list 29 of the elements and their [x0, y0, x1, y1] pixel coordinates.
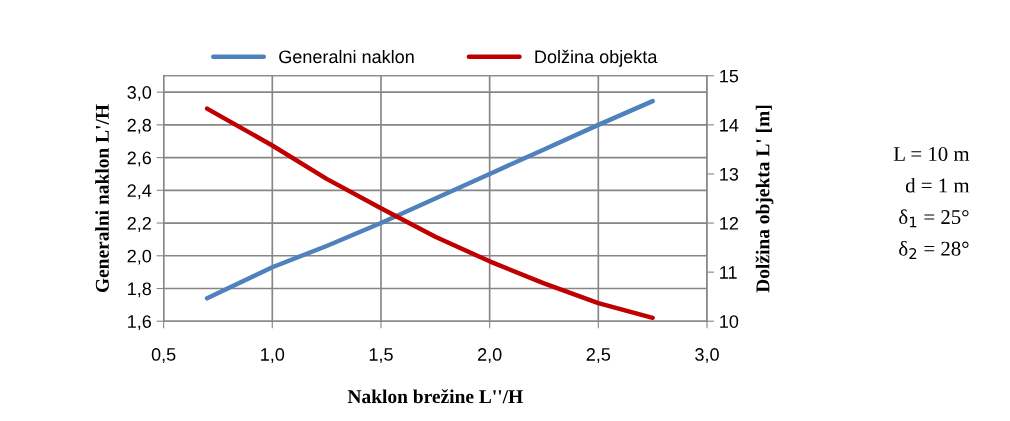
text: d = 1 m: [905, 177, 970, 193]
y-tick-label: 3,0: [127, 86, 152, 101]
x-tick-label: 0,5: [151, 348, 176, 364]
y-tick-label: 2,8: [127, 118, 152, 134]
x-tick-label: 2,5: [586, 348, 611, 364]
y2-tick-label: 14: [720, 118, 739, 132]
y2-axis-title: Dolžina objekta L' [m]: [755, 105, 774, 293]
y2-tick-label: 12: [720, 216, 738, 230]
y-tick-label: 1,8: [128, 282, 152, 298]
x-axis-title: Naklon brežine L''/H: [347, 389, 523, 404]
y2-tick-label: 10: [720, 315, 739, 328]
x-tick-label: 1,0: [261, 348, 285, 364]
text: δ$_{1}$ = 25°: [899, 209, 969, 228]
y2-tick-label: 13: [720, 167, 739, 181]
y-tick-label: 2,0: [127, 249, 152, 265]
x-tick-label: 2,0: [478, 348, 502, 364]
y2-tick-label: 15: [720, 69, 739, 83]
y-tick-label: 2,4: [127, 184, 152, 200]
y-tick-label: 2,2: [127, 216, 151, 232]
y2-tick-label: 11: [720, 266, 737, 279]
x-tick-label: 3,0: [695, 348, 719, 364]
x-tick-label: 1,5: [369, 348, 393, 364]
y-axis-title: Generalni naklon L'/H: [95, 104, 109, 293]
legend-label: Generalni naklon: [279, 49, 414, 64]
text: L = 10 m: [893, 146, 970, 161]
y-tick-label: 1,6: [128, 315, 152, 331]
legend-label: Dolžina objekta: [535, 49, 658, 67]
y-tick-label: 2,6: [127, 151, 152, 167]
text: δ$_{2}$ = 28°: [899, 240, 969, 259]
